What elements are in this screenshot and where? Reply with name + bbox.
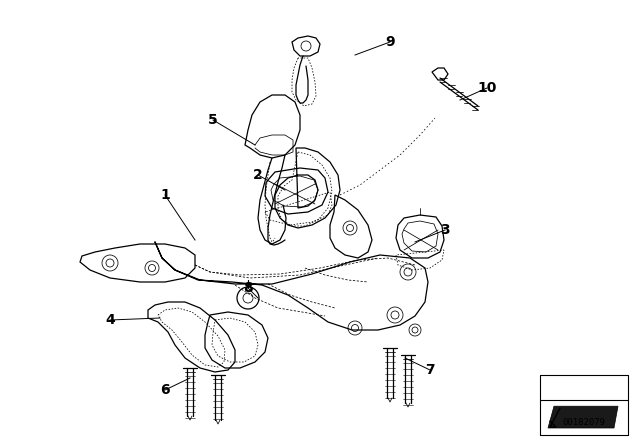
Text: 9: 9: [385, 35, 395, 49]
Polygon shape: [548, 406, 618, 428]
Text: 1: 1: [160, 188, 170, 202]
Text: 8: 8: [243, 281, 253, 295]
Text: 6: 6: [160, 383, 170, 397]
Text: 10: 10: [477, 81, 497, 95]
Text: 00182079: 00182079: [563, 418, 605, 427]
Text: 2: 2: [253, 168, 263, 182]
Text: 5: 5: [208, 113, 218, 127]
Text: 4: 4: [105, 313, 115, 327]
Text: 7: 7: [425, 363, 435, 377]
Text: 3: 3: [440, 223, 450, 237]
